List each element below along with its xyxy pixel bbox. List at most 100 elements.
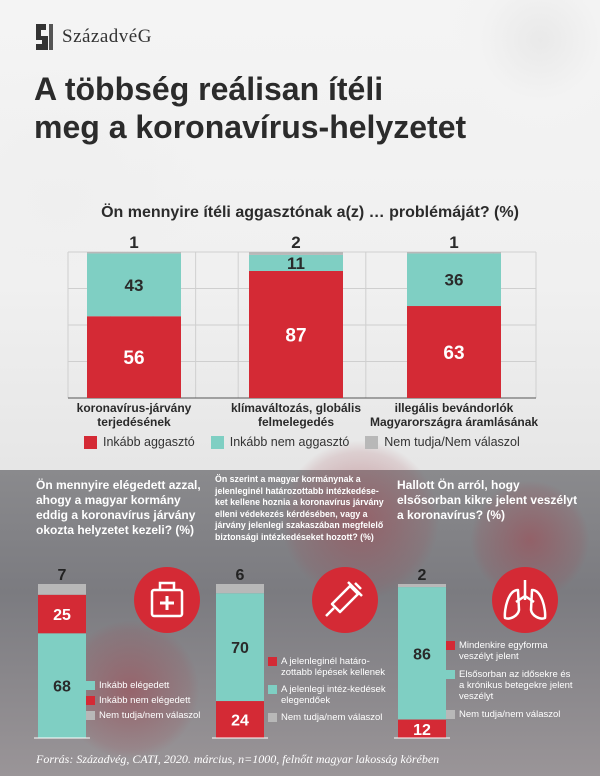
small-bar-segment (38, 584, 86, 595)
category-label: klímaváltozás, globális (231, 401, 361, 415)
page-title: A többség reálisan ítéli meg a koronavír… (34, 70, 574, 146)
source-note: Forrás: Századvég, CATI, 2020. március, … (36, 752, 440, 766)
category-label: terjedésének (97, 415, 171, 429)
legend-swatch (210, 435, 224, 449)
main-question: Ön mennyire ítéli aggasztónak a(z) … pro… (101, 204, 519, 221)
legend-item: Mindenkire egyforma veszélyt jelent (446, 640, 576, 662)
data-label-not-worrying: 43 (125, 276, 144, 295)
legend-item: A jelenlegi intéz-kedések elegendőek (268, 684, 392, 706)
small-bar-segment (398, 719, 446, 738)
small-bar-segment (398, 587, 446, 720)
bar-dont-know (87, 252, 181, 254)
logo: SzázadvéG (34, 22, 152, 52)
legend-label: A jelenleginél határo-zottabb lépések ke… (281, 656, 386, 678)
bar-worrying (407, 306, 501, 398)
main-legend: Inkább aggasztó Inkább nem aggasztó Nem … (84, 432, 600, 452)
legend-item: Elsősorban az idősekre és a krónikus bet… (446, 669, 576, 702)
legend-item: Inkább nem elégedett (86, 695, 206, 706)
legend-item: Nem tudja/nem válaszol (86, 710, 206, 721)
data-label-dont-know: 2 (291, 233, 300, 252)
legend-swatch (446, 641, 455, 650)
legend-label: Inkább nem elégedett (99, 695, 191, 706)
legend-label: Nem tudja/Nem válaszol (384, 435, 520, 449)
sub-question-satisfaction: Ön mennyire elégedett azzal, ahogy a mag… (36, 478, 201, 537)
small-bar-segment (216, 584, 264, 594)
medical-bag-handle (158, 581, 176, 590)
legend-swatch (268, 713, 277, 722)
legend-label: Nem tudja/nem válaszol (99, 710, 201, 721)
small-bar-segment (38, 594, 86, 634)
medical-bag-icon (150, 588, 184, 618)
small-data-label: 70 (231, 640, 249, 657)
small-data-label: 2 (418, 567, 427, 584)
legend-risk-groups: Mindenkire egyforma veszélyt jelent Első… (446, 640, 576, 724)
small-data-label: 6 (236, 567, 245, 584)
logo-text: SzázadvéG (62, 26, 152, 47)
sub-question-risk-groups: Hallott Ön arról, hogy elsősorban kikre … (397, 478, 578, 522)
category-label: felmelegedés (258, 415, 334, 429)
data-label-dont-know: 1 (449, 233, 458, 252)
legend-item-not-worrying: Inkább nem aggasztó (210, 435, 350, 449)
category-label: illegális bevándorlók (395, 401, 514, 415)
legend-item: A jelenleginél határo-zottabb lépések ke… (268, 656, 392, 678)
legend-swatch (365, 435, 379, 449)
data-label-worrying: 63 (443, 343, 464, 364)
bar-not-worrying (407, 253, 501, 307)
category-label: Magyarországra áramlásának (370, 415, 538, 429)
small-bar-segment (216, 593, 264, 702)
legend-label: A jelenlegi intéz-kedések elegendőek (281, 684, 386, 706)
bar-not-worrying (249, 254, 343, 271)
legend-label: Mindenkire egyforma veszélyt jelent (459, 640, 548, 662)
legend-item-worrying: Inkább aggasztó (84, 435, 195, 449)
legend-item: Nem tudja/nem válaszol (268, 712, 392, 723)
bar-worrying (87, 316, 181, 398)
legend-swatch (268, 657, 277, 666)
bar-dont-know (249, 252, 343, 255)
legend-label: Nem tudja/nem válaszol (281, 712, 383, 723)
legend-swatch (86, 681, 95, 690)
small-bar-segment (216, 701, 264, 738)
data-label-not-worrying: 11 (287, 254, 305, 273)
data-label-dont-know: 1 (129, 233, 138, 252)
small-data-label: 86 (413, 646, 431, 663)
legend-swatch (86, 696, 95, 705)
small-bar-segment (38, 633, 86, 738)
legend-item-dont-know: Nem tudja/Nem válaszol (365, 435, 520, 449)
syringe-icon (325, 581, 363, 617)
legend-swatch (446, 710, 455, 719)
data-label-worrying: 56 (123, 348, 144, 369)
small-data-label: 24 (231, 713, 249, 730)
sub-question-measures: Ön szerint a magyar kormánynak a jelenle… (215, 474, 384, 542)
small-data-label: 12 (413, 722, 431, 739)
small-bar-segment (398, 584, 446, 588)
lungs-icon (529, 588, 547, 620)
legend-item: Inkább elégedett (86, 680, 206, 691)
legend-swatch (84, 435, 97, 449)
category-label: koronavírus-járvány (77, 401, 192, 415)
legend-label: Nem tudja/nem válaszol (459, 709, 561, 720)
title-line-2: meg a koronavírus-helyzetet (34, 109, 467, 145)
legend-measures: A jelenleginél határo-zottabb lépések ke… (268, 656, 392, 727)
small-data-label: 25 (53, 607, 71, 624)
small-data-label: 68 (53, 679, 71, 696)
title-line-1: A többség reálisan ítéli (34, 71, 384, 107)
legend-item: Nem tudja/nem válaszol (446, 709, 576, 720)
legend-label: Elsősorban az idősekre és a krónikus bet… (459, 669, 573, 702)
bar-dont-know (407, 252, 501, 254)
small-data-label: 7 (58, 567, 67, 584)
szazadveg-logo-icon (36, 24, 53, 50)
data-label-not-worrying: 36 (445, 271, 464, 290)
legend-swatch (446, 670, 455, 679)
syringe-icon-circle (312, 567, 378, 633)
legend-swatch (86, 711, 95, 720)
legend-satisfaction: Inkább elégedett Inkább nem elégedett Ne… (86, 680, 206, 725)
data-label-worrying: 87 (285, 325, 306, 346)
legend-swatch (268, 685, 277, 694)
legend-label: Inkább aggasztó (103, 435, 195, 449)
bar-not-worrying (87, 253, 181, 317)
legend-label: Inkább elégedett (99, 680, 170, 691)
medical-cross (160, 596, 174, 610)
legend-label: Inkább nem aggasztó (229, 435, 350, 449)
lungs-icon (503, 588, 521, 620)
